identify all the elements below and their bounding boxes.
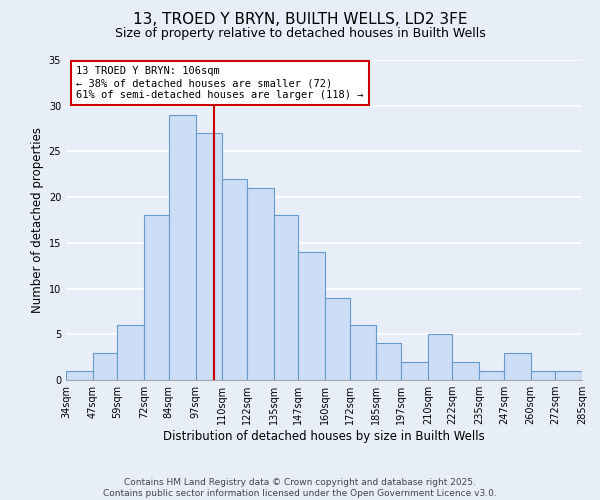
Bar xyxy=(504,352,530,380)
Bar xyxy=(247,188,274,380)
Bar xyxy=(376,344,401,380)
X-axis label: Distribution of detached houses by size in Builth Wells: Distribution of detached houses by size … xyxy=(163,430,485,443)
Text: Contains HM Land Registry data © Crown copyright and database right 2025.
Contai: Contains HM Land Registry data © Crown c… xyxy=(103,478,497,498)
Bar xyxy=(93,352,118,380)
Bar xyxy=(401,362,428,380)
Bar xyxy=(298,252,325,380)
Text: 13, TROED Y BRYN, BUILTH WELLS, LD2 3FE: 13, TROED Y BRYN, BUILTH WELLS, LD2 3FE xyxy=(133,12,467,28)
Text: 13 TROED Y BRYN: 106sqm
← 38% of detached houses are smaller (72)
61% of semi-de: 13 TROED Y BRYN: 106sqm ← 38% of detache… xyxy=(76,66,364,100)
Bar xyxy=(452,362,479,380)
Bar xyxy=(479,371,504,380)
Bar xyxy=(428,334,452,380)
Bar xyxy=(274,216,298,380)
Bar xyxy=(530,371,555,380)
Bar xyxy=(555,371,582,380)
Bar xyxy=(196,133,222,380)
Bar xyxy=(118,325,144,380)
Bar xyxy=(144,216,169,380)
Text: Size of property relative to detached houses in Builth Wells: Size of property relative to detached ho… xyxy=(115,28,485,40)
Bar xyxy=(66,371,93,380)
Bar xyxy=(222,179,247,380)
Bar xyxy=(350,325,376,380)
Bar xyxy=(169,115,196,380)
Bar xyxy=(325,298,350,380)
Y-axis label: Number of detached properties: Number of detached properties xyxy=(31,127,44,313)
